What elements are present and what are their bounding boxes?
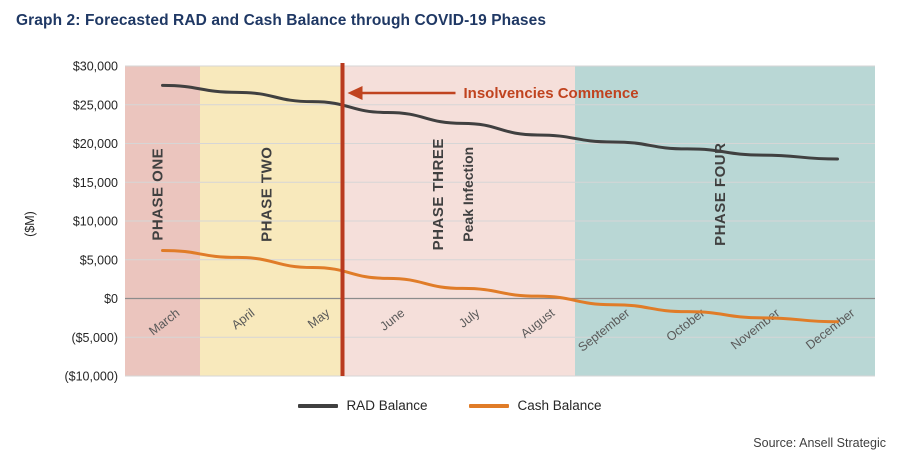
- y-tick-label: $30,000: [73, 60, 118, 74]
- phase-sublabel: Peak Infection: [460, 147, 476, 242]
- legend-label: RAD Balance: [346, 398, 428, 413]
- y-tick-labels: $30,000 $25,000 $20,000 $15,000 $10,000 $5,00…: [64, 60, 118, 384]
- y-tick-label: $15,000: [73, 176, 118, 190]
- cash-balance-line-swatch: [469, 403, 510, 408]
- series-lines: [161, 83, 839, 324]
- source-credit: Source: Ansell Strategic: [753, 436, 886, 450]
- rad-balance-line-swatch: [298, 403, 339, 408]
- series-line-rad-balance: [161, 83, 839, 161]
- legend: RAD Balance Cash Balance: [0, 398, 900, 413]
- legend-item-cash-balance: Cash Balance: [469, 398, 602, 413]
- y-tick-label: $10,000: [73, 215, 118, 229]
- y-axis-title: ($M): [23, 211, 37, 237]
- annotation-text: Insolvencies Commence: [464, 85, 639, 102]
- phase-label: PHASE ONE: [150, 148, 167, 241]
- chart-title: Graph 2: Forecasted RAD and Cash Balance…: [16, 12, 547, 29]
- y-tick-label: ($5,000): [71, 331, 118, 345]
- y-tick-label: ($10,000): [64, 370, 118, 384]
- annotation: Insolvencies Commence: [347, 85, 639, 102]
- series-line-cash-balance: [161, 248, 839, 324]
- phase-label: PHASE TWO: [258, 147, 275, 242]
- y-tick-label: $5,000: [80, 253, 118, 267]
- phase-label: PHASE THREE: [430, 138, 447, 250]
- chart-canvas: March April May June July August September Octo…: [23, 60, 875, 384]
- y-tick-label: $20,000: [73, 137, 118, 151]
- gridlines: [125, 65, 875, 377]
- y-tick-label: $25,000: [73, 98, 118, 112]
- annotation-arrow-head: [347, 86, 363, 100]
- phase-labels: PHASE ONE PHASE TWO PHASE THREE Peak Infect…: [150, 138, 730, 250]
- y-tick-label: $0: [104, 292, 118, 306]
- legend-item-rad-balance: RAD Balance: [298, 398, 427, 413]
- phase-label: PHASE FOUR: [712, 143, 729, 246]
- legend-label: Cash Balance: [517, 398, 602, 413]
